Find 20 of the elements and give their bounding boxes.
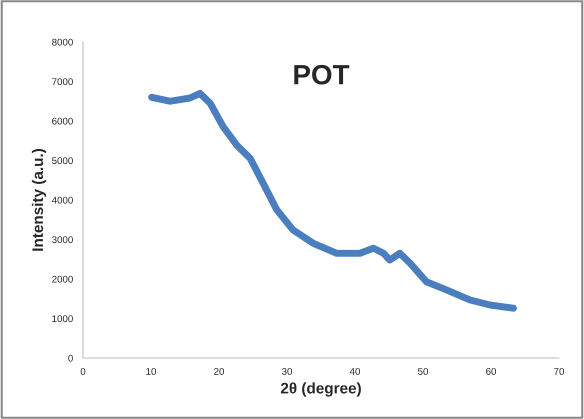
- x-tick-label: 40: [350, 368, 360, 375]
- y-axis-title: Intensity (a.u.): [32, 148, 46, 251]
- y-tick-label: 5000: [52, 157, 73, 164]
- text: POT: [294, 64, 350, 85]
- x-axis-title: 2θ (degree): [280, 382, 361, 397]
- y-tick-label: 7000: [52, 78, 73, 86]
- y-tick-label: 3000: [52, 236, 73, 244]
- x-tick-label: 50: [418, 368, 428, 375]
- x-tick-label: 0: [80, 368, 86, 375]
- y-tick-label: 0: [68, 354, 73, 362]
- x-tick-label: 60: [486, 368, 496, 375]
- x-tick-label: 20: [214, 368, 224, 375]
- y-tick-label: 1000: [52, 315, 73, 322]
- x-tick-label: 70: [554, 368, 564, 375]
- y-tick-label: 2000: [52, 276, 73, 283]
- y-tick-label: 4000: [52, 196, 73, 204]
- x-tick-label: 10: [146, 368, 156, 375]
- y-tick-label: 6000: [52, 118, 73, 125]
- x-tick-label: 30: [282, 368, 292, 375]
- y-tick-label: 8000: [52, 38, 73, 46]
